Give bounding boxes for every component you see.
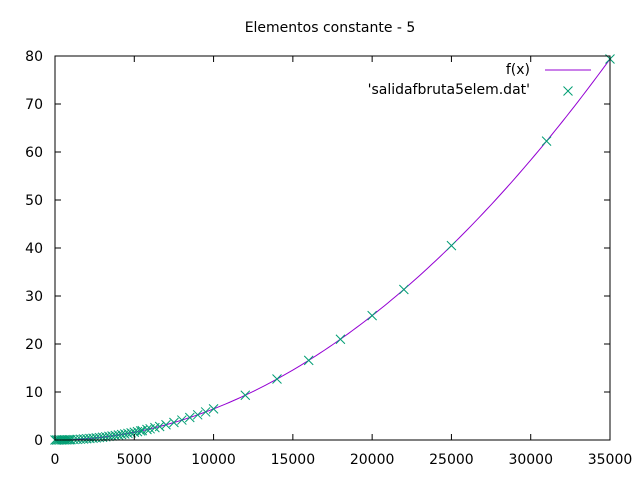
x-tick-label: 30000 [508, 452, 553, 468]
data-point [303, 355, 314, 366]
data-point [154, 421, 165, 432]
data-point [177, 415, 187, 425]
series-layer [50, 54, 615, 445]
data-point [335, 334, 346, 345]
x-tick-label: 15000 [271, 452, 316, 468]
legend-label-data: 'salidafbruta5elem.dat' [368, 82, 530, 98]
y-tick-label: 30 [25, 289, 43, 305]
data-point [123, 428, 133, 439]
x-tick-label: 35000 [588, 452, 633, 468]
chart-title: Elementos constante - 5 [245, 20, 416, 36]
y-tick-label: 40 [25, 241, 43, 257]
y-tick-label: 80 [25, 49, 43, 65]
series-line-fx [54, 58, 611, 441]
x-tick-label: 25000 [429, 452, 474, 468]
legend-label-fx: f(x) [506, 62, 530, 78]
data-point [135, 426, 146, 436]
y-tick-label: 10 [25, 385, 43, 401]
data-point [446, 240, 457, 251]
x-tick-label: 0 [51, 452, 60, 468]
x-tick-label: 10000 [191, 452, 236, 468]
y-tick-label: 50 [25, 193, 43, 209]
data-point [240, 390, 251, 401]
y-tick-label: 60 [25, 145, 43, 161]
legend-swatch-data [563, 86, 573, 96]
plot-frame [54, 55, 611, 441]
data-point [272, 374, 282, 384]
data-point [200, 407, 211, 417]
x-tick-label: 20000 [350, 452, 395, 468]
data-point [116, 429, 127, 440]
data-point [169, 417, 179, 428]
data-point [119, 429, 130, 439]
x-tick-label: 5000 [116, 452, 152, 468]
data-point [142, 424, 152, 435]
axis-ticks: 0 5000 10000 15000 20000 25000 30000 35000 0 10 20… [25, 49, 632, 468]
y-tick-label: 70 [25, 97, 43, 113]
data-point [208, 404, 219, 414]
data-point [541, 136, 552, 146]
y-tick-label: 20 [25, 337, 43, 353]
data-point [192, 409, 203, 420]
y-tick-label: 0 [34, 433, 43, 449]
data-point [367, 310, 377, 321]
data-point [129, 427, 140, 438]
legend: f(x) 'salidafbruta5elem.dat' [368, 62, 591, 98]
data-point [161, 419, 171, 430]
data-point [399, 284, 409, 295]
data-point [184, 412, 195, 423]
